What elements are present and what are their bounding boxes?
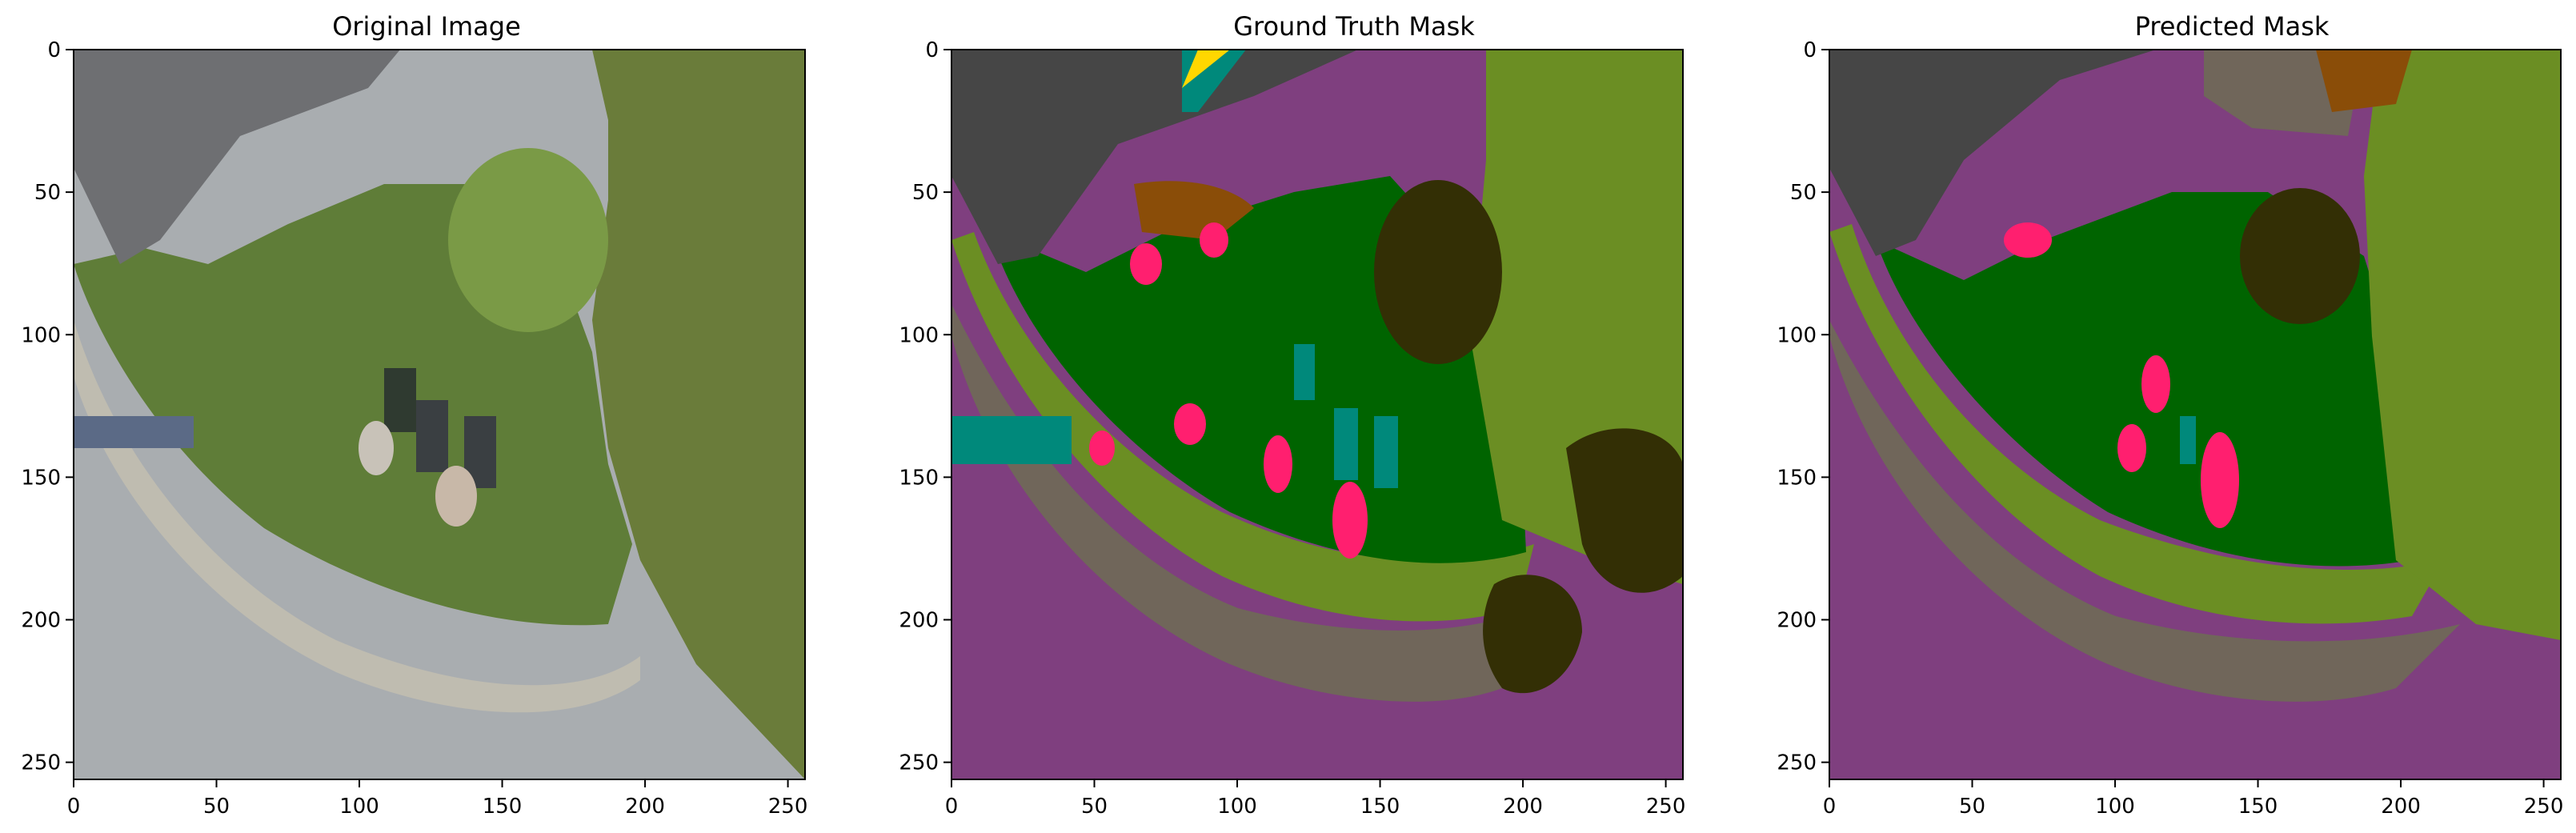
x-tick-label: 250 — [1646, 795, 1686, 819]
panel-title: Ground Truth Mask — [1233, 11, 1475, 42]
y-tick-label: 0 — [925, 38, 939, 62]
predicted-mask-image — [1829, 50, 2561, 779]
y-tick-label: 150 — [899, 466, 939, 490]
panel-title: Original Image — [332, 11, 521, 42]
x-tick-label: 0 — [67, 795, 81, 819]
x-tick-label: 100 — [2095, 795, 2135, 819]
y-tick-label: 100 — [1777, 323, 1817, 347]
panel-predicted-mask: Predicted Mask — [1756, 0, 2576, 833]
axes-original: 0 0 50 50 100 100 150 150 200 200 250 250 — [21, 38, 807, 819]
y-tick-label: 250 — [899, 751, 939, 775]
ticks-ground-truth: 0 0 50 50 100 100 150 150 200 200 250 250 — [899, 38, 1685, 819]
y-tick-label: 200 — [21, 609, 61, 633]
x-tick-label: 100 — [1217, 795, 1257, 819]
panel-title: Predicted Mask — [2134, 11, 2330, 42]
x-tick-label: 50 — [1081, 795, 1108, 819]
axes-ground-truth: 0 0 50 50 100 100 150 150 200 200 250 250 — [899, 38, 1685, 819]
y-tick-label: 50 — [1790, 181, 1817, 205]
ground-truth-mask-image — [951, 50, 1683, 779]
x-tick-label: 150 — [1360, 795, 1400, 819]
x-tick-label: 250 — [2524, 795, 2564, 819]
y-tick-label: 50 — [34, 181, 61, 205]
y-tick-label: 100 — [21, 323, 61, 347]
axes-predicted: 0 0 50 50 100 100 150 150 200 200 250 250 — [1777, 38, 2563, 819]
x-tick-label: 200 — [625, 795, 665, 819]
y-tick-label: 50 — [912, 181, 939, 205]
x-tick-label: 200 — [1503, 795, 1543, 819]
y-tick-label: 0 — [1803, 38, 1817, 62]
x-tick-label: 150 — [2238, 795, 2278, 819]
panel-original-image: Original Image 0 0 50 50 100 100 1 — [0, 0, 859, 833]
ticks-predicted: 0 0 50 50 100 100 150 150 200 200 250 250 — [1777, 38, 2563, 819]
y-tick-label: 200 — [1777, 609, 1817, 633]
original-image — [74, 50, 805, 779]
y-tick-label: 250 — [21, 751, 61, 775]
y-tick-label: 250 — [1777, 751, 1817, 775]
y-tick-label: 0 — [47, 38, 61, 62]
x-tick-label: 50 — [203, 795, 230, 819]
x-tick-label: 100 — [339, 795, 379, 819]
x-tick-label: 0 — [1823, 795, 1837, 819]
y-tick-label: 150 — [1777, 466, 1817, 490]
x-tick-label: 50 — [1959, 795, 1985, 819]
y-tick-label: 100 — [899, 323, 939, 347]
y-tick-label: 200 — [899, 609, 939, 633]
x-tick-label: 0 — [945, 795, 959, 819]
ticks-original: 0 0 50 50 100 100 150 150 200 200 250 250 — [21, 38, 807, 819]
x-tick-label: 150 — [483, 795, 523, 819]
y-tick-label: 150 — [21, 466, 61, 490]
x-tick-label: 200 — [2381, 795, 2421, 819]
panel-ground-truth-mask: Ground Truth Mask — [878, 0, 1737, 833]
x-tick-label: 250 — [768, 795, 808, 819]
